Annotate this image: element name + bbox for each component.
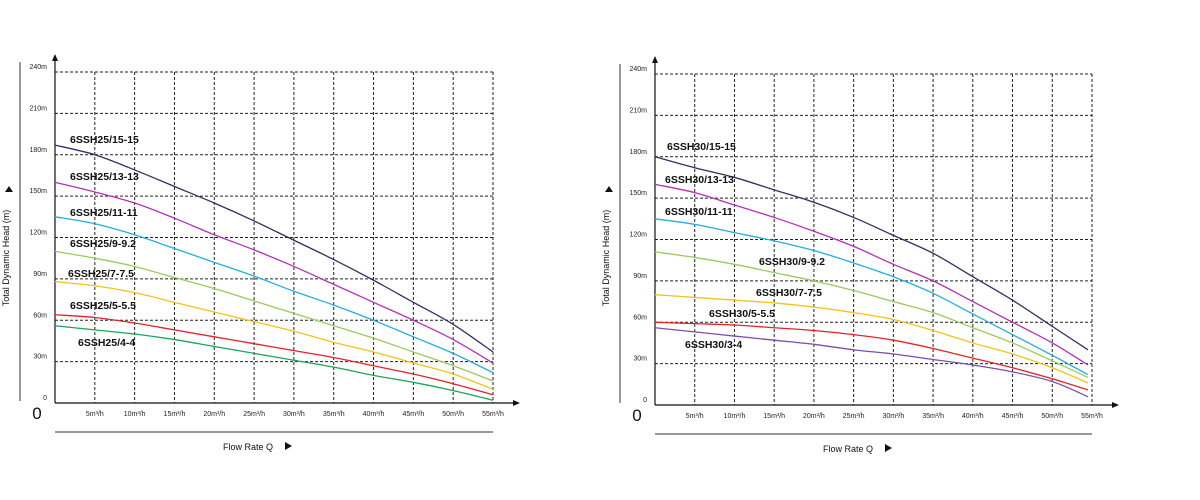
x-tick-label: 45m³/h xyxy=(402,411,424,418)
x-tick-label: 55m³/h xyxy=(482,411,504,418)
curve-6ssh30-7-7-5 xyxy=(654,294,1089,384)
y-title-arrow-icon xyxy=(5,186,13,192)
y-tick-label: 180m xyxy=(29,147,47,154)
y-tick-label: 0 xyxy=(43,395,47,402)
x-tick-label: 5m³/h xyxy=(86,411,104,418)
curve-6ssh25-11-11 xyxy=(54,216,494,374)
origin-label: 0 xyxy=(632,406,641,425)
curve-6ssh30-9-9-2 xyxy=(654,251,1089,379)
series-label: 6SSH25/7-7.5 xyxy=(68,268,134,280)
curve-6ssh30-13-13 xyxy=(654,183,1089,366)
chart-panel-2: 0 30m 60m 90m 120m 150m 180m 210m 240m 5m³/h 10m³/… xyxy=(601,56,1119,454)
y-tick-label: 90m xyxy=(33,271,47,278)
x-tick-label: 30m³/h xyxy=(283,411,305,418)
x-tick-label: 10m³/h xyxy=(724,413,746,420)
x-tick-label: 50m³/h xyxy=(442,411,464,418)
y-tick-label: 180m xyxy=(629,149,647,156)
curve-6ssh25-15-15 xyxy=(54,144,494,353)
x-tick-label: 50m³/h xyxy=(1041,413,1063,420)
x-tick-label: 35m³/h xyxy=(922,413,944,420)
y-axis-arrow-icon xyxy=(52,54,58,61)
y-tick-label: 120m xyxy=(629,232,647,239)
curve-6ssh30-5-5-5 xyxy=(654,321,1089,391)
x-tick-label: 20m³/h xyxy=(803,413,825,420)
x-tick-label: 15m³/h xyxy=(164,411,186,418)
y-tick-label: 0 xyxy=(643,397,647,404)
curve-6ssh25-7-7-5 xyxy=(54,280,494,390)
x-tick-label: 35m³/h xyxy=(323,411,345,418)
series-label: 6SSH25/13-13 xyxy=(70,171,139,183)
x-title-arrow-icon xyxy=(285,442,292,450)
curve-6ssh25-9-9-2 xyxy=(54,250,494,382)
curve-6ssh30-15-15 xyxy=(654,156,1089,351)
x-tick-label: 40m³/h xyxy=(363,411,385,418)
x-tick-label: 25m³/h xyxy=(843,413,865,420)
x-tick-label: 45m³/h xyxy=(1002,413,1024,420)
origin-label: 0 xyxy=(32,404,41,423)
series-label: 6SSH30/13-13 xyxy=(665,174,734,186)
curve-6ssh25-5-5-5 xyxy=(54,314,494,396)
series-label: 6SSH30/9-9.2 xyxy=(759,256,825,268)
x-tick-label: 25m³/h xyxy=(243,411,265,418)
y-tick-label: 30m xyxy=(633,356,647,363)
y-axis-title: Total Dynamic Head (m) xyxy=(601,210,611,307)
x-axis-arrow-icon xyxy=(1112,402,1119,408)
chart-panel-1: 0 30m 60m 90m 120m 150m 180m 210m 240m 5m³/h 10m³/… xyxy=(1,54,520,452)
x-tick-label: 40m³/h xyxy=(962,413,984,420)
series-label: 6SSH25/15-15 xyxy=(70,134,139,146)
series-label: 6SSH25/4-4 xyxy=(78,337,135,349)
curve-6ssh25-13-13 xyxy=(54,181,494,364)
series-label: 6SSH30/7-7.5 xyxy=(756,287,822,299)
x-tick-label: 30m³/h xyxy=(882,413,904,420)
y-tick-label: 150m xyxy=(629,190,647,197)
series-label: 6SSH30/15-15 xyxy=(667,141,736,153)
x-tick-label: 10m³/h xyxy=(124,411,146,418)
y-tick-label: 120m xyxy=(29,230,47,237)
series-label: 6SSH25/11-11 xyxy=(70,207,138,219)
y-tick-label: 210m xyxy=(29,105,47,112)
series-label: 6SSH30/3-4 xyxy=(685,339,742,351)
curve-6ssh30-11-11 xyxy=(654,218,1089,376)
y-tick-label: 60m xyxy=(633,314,647,321)
x-tick-label: 15m³/h xyxy=(763,413,785,420)
curve-6ssh30-3-4 xyxy=(654,327,1089,398)
y-tick-label: 60m xyxy=(33,312,47,319)
x-axis-title: Flow Rate Q xyxy=(223,442,273,452)
x-axis-arrow-icon xyxy=(513,400,520,406)
x-title-arrow-icon xyxy=(885,444,892,452)
y-axis-arrow-icon xyxy=(652,56,658,63)
y-tick-label: 240m xyxy=(629,66,647,73)
y-tick-label: 210m xyxy=(629,107,647,114)
y-tick-label: 30m xyxy=(33,354,47,361)
y-title-arrow-icon xyxy=(605,186,613,192)
series-label: 6SSH25/9-9.2 xyxy=(70,238,136,250)
series-label: 6SSH25/5-5.5 xyxy=(70,300,136,312)
y-tick-label: 90m xyxy=(633,273,647,280)
series-label: 6SSH30/11-11 xyxy=(665,206,733,218)
y-tick-label: 150m xyxy=(29,188,47,195)
y-axis-title: Total Dynamic Head (m) xyxy=(1,210,11,307)
x-axis-title: Flow Rate Q xyxy=(823,444,873,454)
series-label: 6SSH30/5-5.5 xyxy=(709,308,775,320)
x-tick-label: 5m³/h xyxy=(686,413,704,420)
x-tick-label: 55m³/h xyxy=(1081,413,1103,420)
x-tick-label: 20m³/h xyxy=(203,411,225,418)
y-tick-label: 240m xyxy=(29,64,47,71)
curve-6ssh25-4-4 xyxy=(54,325,494,401)
